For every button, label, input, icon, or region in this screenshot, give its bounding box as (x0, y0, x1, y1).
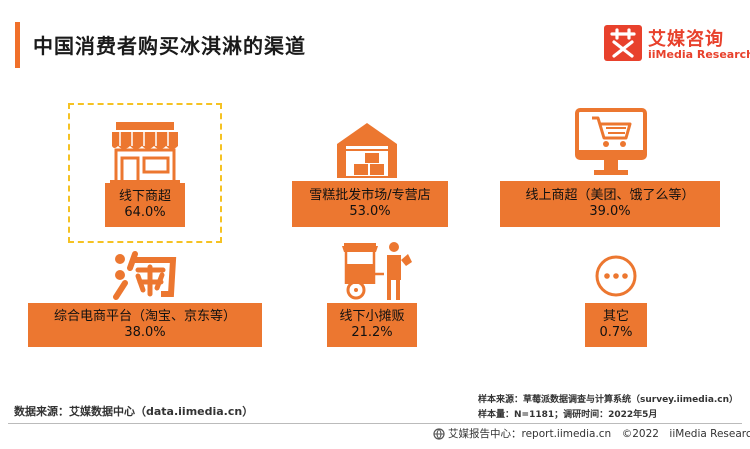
brand-subtitle: iiMedia Research (648, 48, 750, 61)
globe-icon (433, 428, 445, 440)
highlight-frame (68, 103, 222, 243)
channel-value: 0.7% (599, 325, 633, 340)
channel-value: 38.0% (124, 325, 166, 340)
sample-source-note: 样本来源：草莓派数据调查与计算系统（survey.iimedia.cn） (478, 395, 739, 405)
street-vendor-icon (342, 242, 412, 300)
channel-label-street-vendor: 线下小摊贩 21.2% (327, 303, 417, 347)
brand-logo: 艾媒咨询 iiMedia Research (604, 25, 750, 67)
channel-name: 线下小摊贩 (339, 309, 405, 324)
channel-label-wholesale-store: 雪糕批发市场/专营店 53.0% (292, 181, 448, 227)
channel-name: 其它 (602, 309, 629, 324)
page-title: 中国消费者购买冰淇淋的渠道 (33, 34, 306, 58)
title-accent-bar (15, 22, 20, 68)
report-center-line: 艾媒报告中心：report.iimedia.cn ©2022 iiMedia R… (433, 426, 750, 441)
more-icon (595, 255, 637, 297)
brand-name: 艾媒咨询 (648, 29, 724, 50)
channel-value: 53.0% (349, 204, 391, 219)
channel-label-ecommerce-platform: 综合电商平台（淘宝、京东等） 38.0% (28, 303, 262, 347)
channel-name: 线上商超（美团、饿了么等） (525, 188, 695, 203)
channel-label-other: 其它 0.7% (585, 303, 647, 347)
channel-label-online-supermarket: 线上商超（美团、饿了么等） 39.0% (500, 181, 720, 227)
taobao-icon (113, 251, 177, 300)
footer-divider (8, 423, 742, 424)
warehouse-icon (337, 123, 397, 178)
online-cart-icon (575, 108, 647, 175)
channel-label-offline-supermarket: 线下商超 64.0% (105, 183, 185, 227)
channel-value: 39.0% (589, 204, 631, 219)
channel-value: 64.0% (124, 205, 166, 220)
storefront-icon (110, 122, 180, 184)
sample-size-note: 样本量：N=1181；调研时间：2022年5月 (478, 410, 658, 420)
report-center-text: 艾媒报告中心：report.iimedia.cn ©2022 iiMedia R… (448, 428, 750, 440)
data-source-note: 数据来源：艾媒数据中心（data.iimedia.cn） (14, 405, 254, 418)
brand-mark-icon (604, 25, 642, 61)
channel-name: 线下商超 (118, 189, 171, 204)
channel-name: 综合电商平台（淘宝、京东等） (53, 309, 236, 324)
channel-value: 21.2% (351, 325, 393, 340)
channel-name: 雪糕批发市场/专营店 (309, 188, 431, 203)
